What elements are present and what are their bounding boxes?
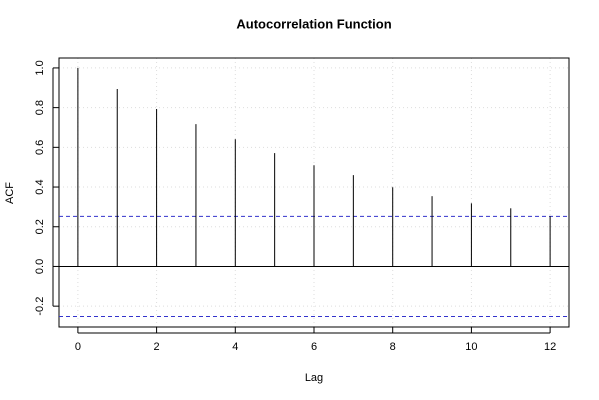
x-tick-label: 12 [544,341,556,353]
y-tick-label: 0.4 [34,179,46,194]
y-tick-label: 0.6 [34,140,46,155]
x-tick-label: 0 [75,341,81,353]
x-axis-label: Lag [305,372,323,384]
y-axis-label: ACF [4,182,16,204]
x-tick-label: 4 [232,341,238,353]
y-tick-label: 0.8 [34,100,46,115]
plot-frame [58,57,570,328]
chart-title: Autocorrelation Function [236,16,391,31]
y-tick-label: 1.0 [34,60,46,75]
y-tick-label: 0.0 [34,259,46,274]
y-tick-label: -0.2 [34,297,46,316]
x-tick-label: 8 [390,341,396,353]
x-tick-label: 10 [465,341,477,353]
y-tick-label: 0.2 [34,219,46,234]
x-tick-label: 2 [154,341,160,353]
x-tick-label: 6 [311,341,317,353]
